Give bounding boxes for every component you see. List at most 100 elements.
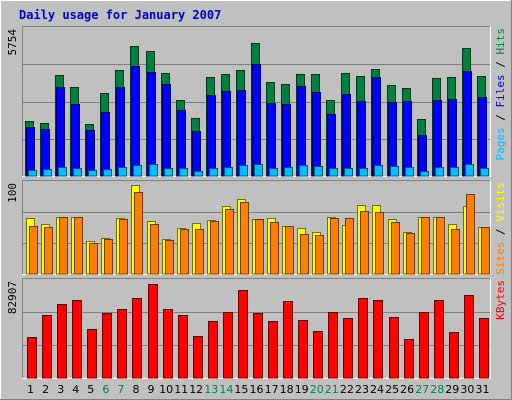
legend-kbytes: KBytes <box>494 280 507 320</box>
bar-pages <box>118 167 127 177</box>
bar-kbytes <box>238 290 248 379</box>
max-value-label: 100 <box>6 183 19 203</box>
x-tick-label: 26 <box>400 383 414 396</box>
bar-files <box>418 135 427 177</box>
x-tick-label: 18 <box>280 383 294 396</box>
legend-pages-files-hits: Pages / Files / Hits <box>494 28 507 161</box>
x-tick-label: 29 <box>445 383 459 396</box>
bar-sites <box>74 217 83 275</box>
bar-kbytes <box>117 309 127 379</box>
bar-files <box>56 87 65 177</box>
bar-sites <box>150 224 159 275</box>
max-value-label: 5754 <box>6 29 19 56</box>
bar-kbytes <box>208 321 218 379</box>
x-tick-label: 7 <box>117 383 124 396</box>
x-tick-label: 6 <box>102 383 109 396</box>
bar-kbytes <box>283 301 293 379</box>
bar-kbytes <box>132 298 142 379</box>
bar-sites <box>165 240 174 275</box>
bar-files <box>478 97 487 177</box>
bar-files <box>162 84 171 177</box>
x-tick-label: 20 <box>310 383 324 396</box>
bar-sites <box>421 217 430 275</box>
x-tick-label: 28 <box>430 383 444 396</box>
legend-item-kbytes: KBytes <box>494 280 507 320</box>
bar-kbytes <box>343 318 353 379</box>
bar-sites <box>315 235 324 275</box>
bar-sites <box>89 243 98 275</box>
x-tick-label: 12 <box>189 383 203 396</box>
bar-files <box>207 95 216 177</box>
x-tick-label: 1 <box>27 383 34 396</box>
bar-pages <box>450 167 459 177</box>
bar-sites <box>270 222 279 275</box>
legend-item-pages: Pages <box>494 127 507 160</box>
bar-sites <box>375 212 384 275</box>
chart-title: Daily usage for January 2007 <box>19 8 221 22</box>
bar-kbytes <box>57 304 67 379</box>
x-tick-label: 25 <box>385 383 399 396</box>
bar-pages <box>359 168 368 177</box>
bar-files <box>252 64 261 177</box>
bar-files <box>433 100 442 177</box>
x-tick-label: 15 <box>234 383 248 396</box>
bar-pages <box>344 168 353 177</box>
bar-kbytes <box>404 339 414 379</box>
bar-pages <box>269 168 278 177</box>
bar-files <box>312 92 321 177</box>
bar-kbytes <box>163 309 173 379</box>
bar-pages <box>194 171 203 177</box>
bar-files <box>177 110 186 177</box>
bar-files <box>192 131 201 177</box>
bar-sites <box>180 229 189 275</box>
bar-pages <box>179 168 188 177</box>
bar-kbytes <box>72 300 82 379</box>
bar-kbytes <box>434 300 444 379</box>
bar-kbytes <box>298 320 308 379</box>
bar-pages <box>314 166 323 177</box>
bar-kbytes <box>253 313 263 379</box>
bar-kbytes <box>193 336 203 379</box>
bar-pages <box>390 166 399 177</box>
bar-sites <box>451 229 460 275</box>
bar-pages <box>374 165 383 177</box>
bar-kbytes <box>223 312 233 379</box>
x-tick-label: 9 <box>148 383 155 396</box>
x-tick-label: 11 <box>174 383 188 396</box>
x-tick-label: 31 <box>476 383 490 396</box>
bar-sites <box>345 218 354 275</box>
x-tick-label: 8 <box>133 383 140 396</box>
bar-pages <box>133 165 142 177</box>
bar-files <box>116 87 125 177</box>
bar-kbytes <box>389 317 399 379</box>
x-tick-label: 10 <box>159 383 173 396</box>
bar-pages <box>480 168 489 177</box>
bar-sites <box>436 217 445 275</box>
bar-pages <box>224 167 233 177</box>
bar-files <box>237 90 246 177</box>
bar-files <box>388 102 397 177</box>
legend-separator: / <box>494 55 507 75</box>
legend-item-files: Files <box>494 74 507 107</box>
bar-pages <box>435 167 444 177</box>
bar-sites <box>225 209 234 275</box>
bar-files <box>342 94 351 177</box>
bar-files <box>267 103 276 177</box>
bar-pages <box>73 168 82 177</box>
legend-separator: / <box>494 108 507 128</box>
bar-kbytes <box>358 298 368 379</box>
x-tick-label: 17 <box>265 383 279 396</box>
bar-files <box>86 130 95 177</box>
bar-files <box>372 77 381 177</box>
bar-pages <box>284 167 293 177</box>
bar-sites <box>134 192 143 275</box>
bar-files <box>403 101 412 177</box>
bar-pages <box>28 170 37 177</box>
x-tick-label: 30 <box>460 383 474 396</box>
bar-kbytes <box>313 331 323 379</box>
bar-pages <box>405 167 414 177</box>
bar-pages <box>209 168 218 177</box>
legend-item-visits: Visits <box>494 182 507 222</box>
bar-kbytes <box>449 332 459 379</box>
bar-pages <box>239 165 248 177</box>
